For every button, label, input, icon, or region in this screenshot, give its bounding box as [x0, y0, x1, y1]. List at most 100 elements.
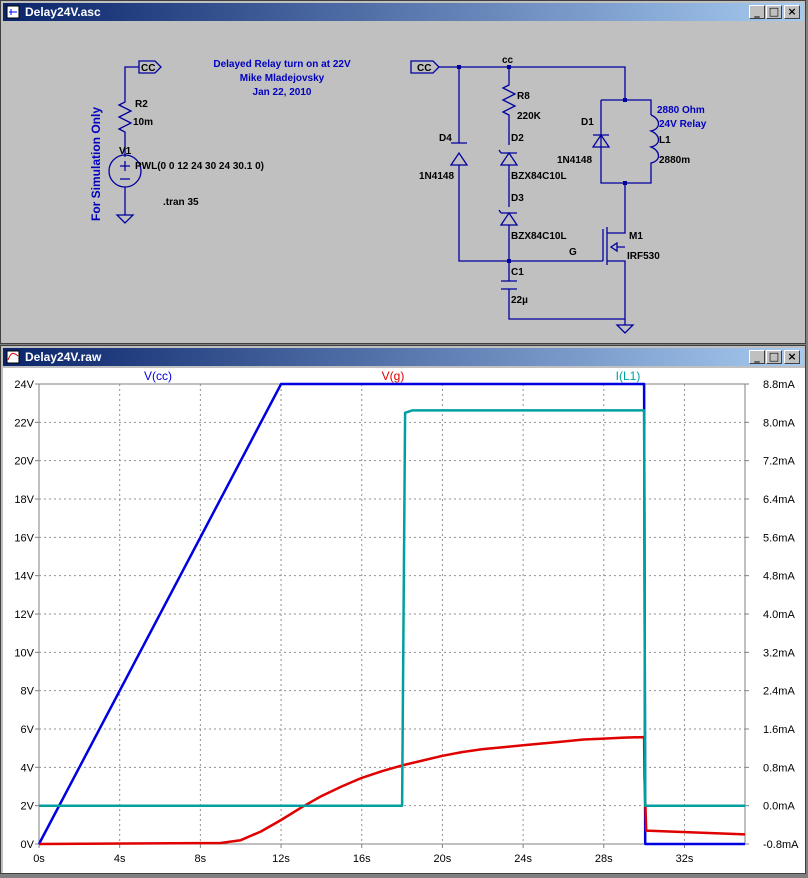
x-tick-label: 20s — [434, 853, 452, 865]
legend-label: V(cc) — [144, 369, 172, 383]
y-left-tick-label: 10V — [14, 647, 34, 659]
schematic-drawing[interactable]: For Simulation Only Delayed Relay turn o… — [7, 25, 803, 341]
zener-d3[interactable] — [498, 209, 519, 226]
gate-net-label: G — [569, 247, 577, 258]
legend-label: V(g) — [382, 369, 405, 383]
sim-note: For Simulation Only — [89, 107, 103, 221]
x-tick-label: 12s — [272, 853, 290, 865]
schematic-window[interactable]: Delay24V.asc _ □ × — [0, 0, 806, 344]
r2-name: R2 — [135, 99, 148, 110]
v1-name: V1 — [119, 146, 132, 157]
y-right-tick-label: -0.8mA — [763, 839, 799, 851]
legend-label: I(L1) — [616, 369, 641, 383]
minimize-button[interactable]: _ — [749, 350, 765, 364]
d4-name: D4 — [439, 133, 452, 144]
y-right-tick-label: 1.6mA — [763, 724, 795, 736]
c1-name: C1 — [511, 267, 524, 278]
wire — [124, 66, 139, 92]
v1-value: PWL(0 0 12 24 30 24 30.1 0) — [135, 161, 264, 172]
x-tick-label: 32s — [676, 853, 694, 865]
cc-label-left: CC — [141, 63, 155, 74]
y-right-tick-label: 6.4mA — [763, 494, 795, 506]
y-left-tick-label: 6V — [21, 724, 35, 736]
cc-flag-left[interactable] — [138, 60, 162, 74]
series-line-v-g- — [38, 735, 746, 846]
relay-note-2: 24V Relay — [659, 119, 707, 130]
x-tick-label: 4s — [114, 853, 126, 865]
m1-name: M1 — [629, 231, 643, 242]
series-line-v-cc- — [37, 382, 745, 846]
maximize-button[interactable]: □ — [766, 5, 782, 19]
header-line-1: Delayed Relay turn on at 22V — [213, 59, 351, 70]
r2-value: 10m — [133, 117, 153, 128]
c1-value: 22µ — [511, 295, 528, 306]
y-left-tick-label: 20V — [14, 456, 34, 468]
y-left-tick-label: 14V — [14, 571, 34, 583]
y-left-tick-label: 2V — [21, 801, 35, 813]
header-line-3: Jan 22, 2010 — [253, 87, 312, 98]
y-right-tick-label: 4.8mA — [763, 571, 795, 583]
mosfet-m1[interactable] — [602, 221, 626, 319]
close-button[interactable]: × — [784, 5, 800, 19]
wire — [600, 100, 652, 184]
cc-label-right: CC — [417, 63, 431, 74]
inductor-l1[interactable] — [648, 114, 660, 173]
schematic-titlebar[interactable]: Delay24V.asc _ □ × — [3, 3, 803, 21]
waveform-titlebar[interactable]: Delay24V.raw _ □ × — [3, 348, 803, 366]
wire — [508, 289, 625, 320]
y-right-tick-label: 5.6mA — [763, 532, 795, 544]
minimize-button[interactable]: _ — [749, 5, 765, 19]
schematic-file-icon — [6, 5, 20, 19]
y-right-tick-label: 8.8mA — [763, 379, 795, 391]
waveform-plot-area[interactable]: 0V 2V 4V 6V 8V 10V 12V 14V 16V 18V 20V 22V 24V -0.8mA… — [3, 368, 805, 873]
close-button[interactable]: × — [784, 350, 800, 364]
y-right-tick-label: 4.0mA — [763, 609, 795, 621]
zener-d2[interactable] — [498, 149, 519, 166]
m1-value: IRF530 — [627, 251, 660, 262]
series-line-i-l1- — [39, 409, 745, 807]
d4-value: 1N4148 — [419, 171, 454, 182]
diode-d1[interactable] — [591, 133, 611, 148]
relay-note-1: 2880 Ohm — [657, 105, 705, 116]
y-right-tick-label: 0.8mA — [763, 762, 795, 774]
y-left-tick-label: 16V — [14, 532, 34, 544]
schematic-title: Delay24V.asc — [25, 5, 101, 19]
x-tick-label: 28s — [595, 853, 613, 865]
wire-cc-bus — [439, 66, 626, 100]
capacitor-c1[interactable] — [501, 280, 517, 290]
x-tick-label: 16s — [353, 853, 371, 865]
ground-icon — [115, 214, 135, 224]
x-tick-label: 8s — [195, 853, 207, 865]
r8-name: R8 — [517, 91, 530, 102]
ground-icon — [615, 324, 635, 334]
d3-name: D3 — [511, 193, 524, 204]
r8-value: 220K — [517, 111, 542, 122]
waveform-file-icon — [6, 350, 20, 364]
y-left-tick-label: 22V — [14, 417, 34, 429]
schematic-canvas[interactable]: For Simulation Only Delayed Relay turn o… — [7, 25, 803, 341]
y-left-tick-label: 12V — [14, 609, 34, 621]
x-tick-label: 0s — [33, 853, 45, 865]
wire — [601, 99, 652, 115]
d2-value: BZX84C10L — [511, 171, 567, 182]
waveform-chart[interactable]: 0V 2V 4V 6V 8V 10V 12V 14V 16V 18V 20V 22V 24V -0.8mA… — [3, 368, 805, 873]
y-right-tick-label: 0.0mA — [763, 801, 795, 813]
d1-name: D1 — [581, 117, 594, 128]
cc-flag-right[interactable] — [410, 60, 440, 74]
diode-d4[interactable] — [449, 142, 469, 166]
y-right-tick-label: 2.4mA — [763, 686, 795, 698]
l1-name: L1 — [659, 135, 671, 146]
waveform-window[interactable]: Delay24V.raw _ □ × 0V 2V 4V 6V 8V 10V 12V 14V 16… — [0, 345, 806, 874]
y-right-tick-label: 7.2mA — [763, 456, 795, 468]
header-line-2: Mike Mladejovsky — [240, 73, 325, 84]
y-right-tick-label: 8.0mA — [763, 417, 795, 429]
maximize-button[interactable]: □ — [766, 350, 782, 364]
resistor-r8[interactable] — [501, 67, 517, 145]
x-tick-label: 24s — [514, 853, 532, 865]
y-left-tick-label: 4V — [21, 762, 35, 774]
resistor-r2[interactable] — [117, 92, 133, 157]
wire — [458, 165, 509, 262]
waveform-title: Delay24V.raw — [25, 350, 102, 364]
d2-name: D2 — [511, 133, 524, 144]
mosfet-arrow-icon — [609, 241, 625, 253]
